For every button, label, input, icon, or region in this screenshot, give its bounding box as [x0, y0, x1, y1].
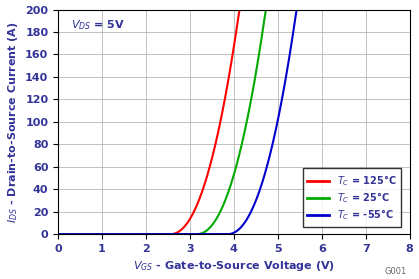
Text: $V_{DS}$ = 5V: $V_{DS}$ = 5V: [71, 18, 125, 32]
Y-axis label: $I_{DS}$ - Drain-to-Source Current (A): $I_{DS}$ - Drain-to-Source Current (A): [5, 21, 20, 223]
X-axis label: $V_{GS}$ - Gate-to-Source Voltage (V): $V_{GS}$ - Gate-to-Source Voltage (V): [133, 259, 335, 273]
Text: G001: G001: [384, 267, 406, 276]
Legend: $T_C$ = 125°C, $T_C$ = 25°C, $T_C$ = -55°C: $T_C$ = 125°C, $T_C$ = 25°C, $T_C$ = -55…: [303, 168, 401, 227]
